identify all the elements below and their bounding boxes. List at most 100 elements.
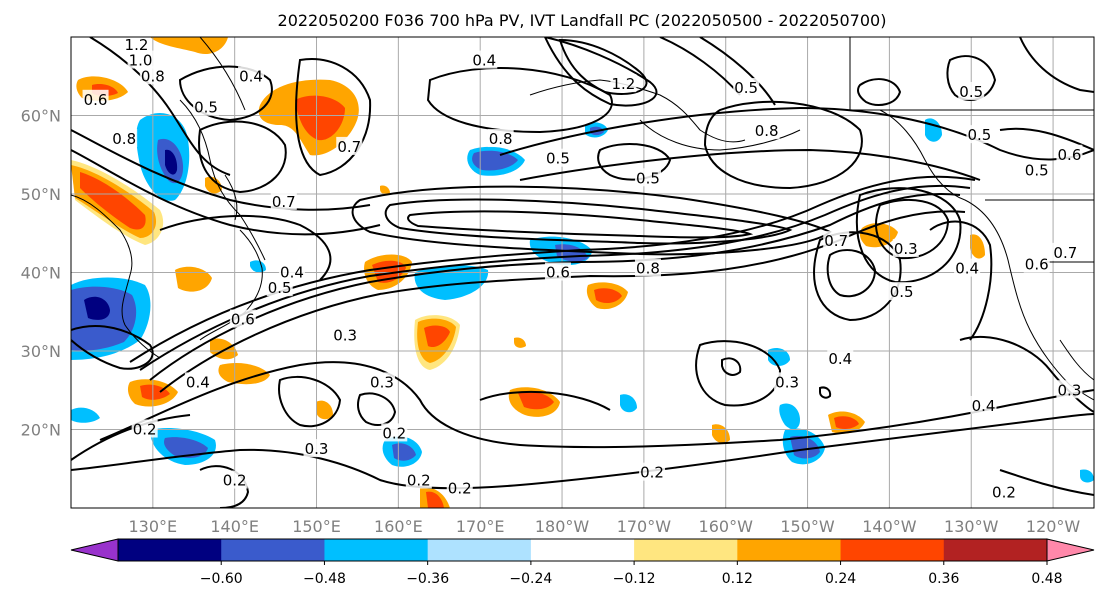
contour-label: 0.6	[231, 311, 255, 329]
contour-label: 0.3	[1058, 381, 1082, 399]
coastline	[1059, 339, 1094, 381]
anomaly-negative	[768, 348, 790, 366]
contour-line	[278, 375, 342, 428]
contour-label: 0.3	[894, 240, 918, 258]
y-tick-label: 50°N	[21, 185, 61, 204]
contour-label: 0.7	[824, 232, 848, 250]
colorbar-segment	[324, 539, 429, 561]
contour-label: 0.5	[967, 126, 991, 144]
contour-line	[499, 106, 1094, 161]
contour-label-bg	[970, 395, 997, 414]
anomaly-positive	[970, 234, 985, 259]
anomaly-negative	[620, 394, 637, 413]
contour-label-bg	[303, 439, 330, 458]
contour-label-bg	[610, 74, 637, 93]
x-tick-label: 180°W	[535, 517, 590, 536]
x-tick-label: 160°W	[699, 517, 754, 536]
contour-label: 1.2	[125, 36, 149, 54]
contour-label-bg	[184, 372, 211, 391]
contour-label-bg	[278, 262, 305, 281]
anomaly-negative	[165, 149, 178, 175]
contour-line	[699, 37, 776, 106]
contour-label: 0.7	[272, 193, 296, 211]
anomaly-negative	[71, 407, 100, 423]
contour-label-bg	[221, 470, 248, 489]
contour-line	[519, 148, 981, 181]
contour-line	[857, 78, 902, 106]
colorbar-tick-label: 0.24	[825, 571, 856, 587]
shaded-anomalies	[71, 37, 1094, 508]
anomaly-positive	[426, 491, 444, 508]
contour-label-bg	[892, 238, 919, 257]
contour-line	[875, 199, 950, 260]
contour-label-bg	[471, 50, 498, 69]
contour-line	[71, 129, 371, 211]
x-tick-label: 150°E	[292, 517, 341, 536]
contour-label-bg	[111, 129, 138, 148]
anomaly-positive	[514, 337, 526, 348]
contour-label: 0.3	[333, 326, 357, 344]
contour-label: 0.2	[407, 472, 431, 490]
contour-line	[71, 414, 191, 461]
anomaly-positive	[80, 172, 146, 230]
contour-label: 0.4	[828, 350, 852, 368]
contour-line	[426, 67, 613, 134]
contour-label: 0.2	[382, 424, 406, 442]
anomaly-positive	[316, 400, 333, 420]
anomaly-negative	[790, 435, 820, 459]
contour-label: 0.6	[1058, 146, 1082, 164]
colorbar-tick-label: 0.12	[722, 571, 753, 587]
colorbar-tick-label: −0.24	[509, 571, 552, 587]
contour-label: 0.3	[305, 440, 329, 458]
anomaly-positive	[518, 391, 554, 410]
colorbar-segment	[634, 539, 738, 561]
contour-label-bg	[131, 419, 158, 438]
contour-label: 0.4	[955, 260, 979, 278]
x-axis: 130°E 140°E 150°E 160°E 170°E 180°W 170°W 160°W…	[129, 517, 1081, 536]
contour-line	[407, 210, 754, 239]
contour-label-bg	[139, 66, 166, 85]
anomaly-positive	[424, 325, 450, 348]
contour-label: 0.2	[448, 479, 472, 497]
contour-line	[826, 249, 877, 298]
contour-label-bg	[954, 258, 981, 277]
contour-line	[71, 149, 381, 236]
anomaly-negative	[472, 150, 518, 171]
contour-label-bg	[127, 50, 154, 69]
contour-label: 0.4	[472, 52, 496, 70]
contour-line	[721, 357, 742, 376]
y-tick-label: 20°N	[21, 421, 61, 440]
colorbar-tick-label: 0.48	[1031, 571, 1062, 587]
contour-line	[999, 127, 1094, 151]
anomaly-positive	[834, 416, 859, 429]
colorbar-tick-label: 0.36	[928, 571, 959, 587]
contour-label-bg	[332, 325, 359, 344]
x-tick-label: 140°W	[862, 517, 917, 536]
contour-label: 0.3	[370, 373, 394, 391]
coastline	[71, 194, 161, 359]
contour-label: 0.2	[640, 464, 664, 482]
contour-label-bg	[639, 462, 666, 481]
colorbar-segment	[427, 539, 532, 561]
contour-label: 0.6	[546, 264, 570, 282]
contour-label: 0.4	[280, 264, 304, 282]
contour-label-bg	[544, 262, 571, 281]
contour-line	[149, 193, 961, 381]
colorbar-segment	[118, 539, 222, 561]
contour-label: 1.0	[129, 52, 153, 70]
contour-label: 0.8	[112, 130, 136, 148]
anomaly-positive	[594, 288, 622, 304]
colorbar-tick-label: −0.60	[200, 571, 243, 587]
contour-line	[159, 214, 332, 281]
contour-label-bg	[1023, 254, 1050, 273]
contour-label-bg	[634, 258, 661, 277]
contour-label: 0.3	[775, 373, 799, 391]
chart-title: 2022050200 F036 700 hPa PV, IVT Landfall…	[278, 11, 887, 30]
contour-line	[351, 185, 832, 256]
contour-line	[703, 100, 863, 190]
coastline	[179, 99, 266, 261]
anomaly-positive	[295, 95, 345, 141]
y-axis: 20°N 30°N 40°N 50°N 60°N	[21, 107, 61, 440]
